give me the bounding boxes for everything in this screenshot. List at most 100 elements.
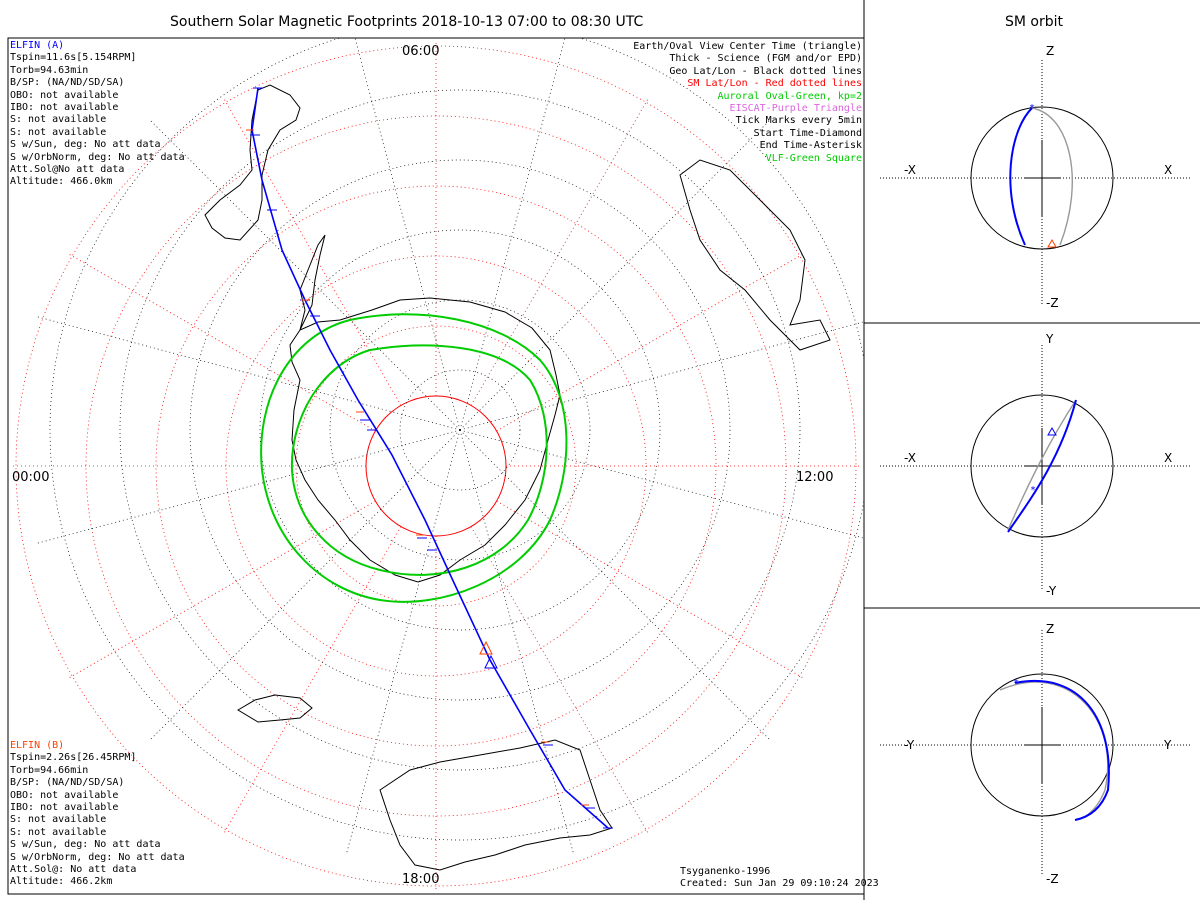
legend-entry: Geo Lat/Lon - Black dotted lines [669,65,862,77]
orbit-a-track [1009,107,1033,246]
orbit-b-track [999,681,1109,821]
elfin-b-info: ELFIN (B) Tspin=2.26s[26.45RPM] Torb=94.6… [10,740,185,889]
elfin-a-info-line: S: not available [10,126,107,138]
orbit3-h-pos: Y [1164,738,1172,752]
elfin-a-info-line: Torb=94.63min [10,64,89,76]
map-title: Southern Solar Magnetic Footprints 2018-… [170,14,644,30]
geo-lon-line [459,321,864,431]
clock-label-bottom: 18:00 [402,872,440,887]
legend-entry: EISCAT-Purple Triangle [729,103,862,115]
geo-lon-line [354,38,461,431]
geo-lat-circle [189,159,731,701]
elfin-b-info-line: Altitude: 466.2km [10,876,113,888]
legend-entry: Auroral Oval-Green, kp=2 [717,90,863,102]
elfin-b-info-line: Att.Sol@: No att data [10,864,137,876]
earth-circle [970,394,1114,538]
geo-lon-line [459,118,772,431]
orbit2-v-neg: -Y [1046,584,1057,598]
orbit-view-triangle [1047,426,1057,436]
elfin-a-view-center-triangle [484,654,498,669]
auroral-oval-outer [260,313,568,603]
auroral-oval-inner [290,344,548,576]
earth-circle [970,673,1114,817]
elfin-b-info-line: OBO: not available [10,789,119,801]
coastlines [204,84,831,871]
elfin-b-info-line: IBO: not available [10,802,119,814]
orbit1-h-neg: -X [904,163,916,177]
orbit2-v-pos: Y [1046,332,1054,346]
elfin-b-info-line: Tspin=2.26s[26.45RPM] [10,752,137,764]
sm-lat-circle [15,45,857,887]
elfin-b-tick-marks [246,129,589,806]
legend-entry: Thick - Science (FGM and/or EPD) [669,53,862,65]
legend-entry: VLF-Green Square [765,152,862,164]
sm-lon-line [223,526,402,835]
orbit3-h-neg: -Y [904,738,915,752]
orbit-panel-xy: * [880,345,1190,590]
elfin-a-tick-marks [250,87,613,829]
elfin-b-info-line: S w/Sun, deg: No att data [10,839,161,851]
antarctica-coast [289,297,561,583]
clock-label-right: 12:00 [796,470,834,485]
new-zealand [237,694,313,723]
orbit-a-end-marker: * [1030,485,1036,496]
geo-lon-line [148,429,461,742]
orbit2-h-neg: -X [904,451,916,465]
elfin-a-info-line: Att.Sol@No att data [10,164,125,176]
clock-label-left: 00:00 [12,470,50,485]
orbit-view-triangle [1047,238,1057,248]
elfin-a-name: ELFIN (A) [10,40,65,51]
elfin-b-info-line: S: not available [10,814,107,826]
earth-circle [970,106,1114,250]
orbit3-v-neg: -Z [1046,872,1059,886]
elfin-a-info-line: S w/OrbNorm, deg: No att data [10,151,185,163]
elfin-b-info-line: S w/OrbNorm, deg: No att data [10,851,185,863]
elfin-b-info-line: B/SP: (NA/ND/SD/SA) [10,777,125,789]
created-label: Created: Sun Jan 29 09:10:24 2023 [680,878,879,889]
africa-tip [679,159,831,351]
orbit-a-track [1014,680,1110,821]
sm-lon-line [67,253,376,432]
sm-grid [11,41,861,891]
orbit1-v-pos: Z [1046,44,1055,58]
model-label: Tsyganenko-1996 [680,866,771,877]
orbit2-h-pos: X [1164,451,1173,465]
elfin-b-info-line: Torb=94.66min [10,764,89,776]
elfin-b-name: ELFIN (B) [10,740,65,751]
elfin-a-info-line: Tspin=11.6s[5.154RPM] [10,52,137,64]
australia [379,739,613,871]
orbit-panel-yz: * [880,630,1190,875]
geo-lat-circle [259,229,661,631]
geo-lat-circle [399,369,521,491]
sm-lat-circle [85,115,787,817]
orbit-b-track [1031,107,1073,246]
geo-lon-line [34,315,461,431]
geo-lat-circle [119,89,801,771]
geo-lon-line [345,429,461,856]
sm-lat-circle [295,325,577,607]
orbit-a-start-marker: * [1029,103,1035,114]
orbit-a-start-marker: * [1013,678,1019,689]
sm-lon-line [496,500,805,679]
elfin-a-info-line: S: not available [10,114,107,126]
geo-lon-line [459,429,864,539]
sm-lon-line [496,253,805,432]
sm-lat-circle [365,395,507,537]
elfin-a-track [251,87,609,829]
orbit-b-track [1007,399,1077,531]
legend-entry: Tick Marks every 5min [735,115,862,127]
orbit-panel-xz: * [880,60,1190,305]
elfin-b-view-center-triangle [479,640,493,655]
orbit3-v-pos: Z [1046,622,1055,636]
sm-lon-line [470,526,649,835]
clock-label-top: 06:00 [402,44,440,59]
legend-entry: SM Lat/Lon - Red dotted lines [687,78,862,90]
orbit-a-track [1007,399,1077,533]
sm-lat-circle [155,185,717,747]
elfin-a-info: ELFIN (A) Tspin=11.6s[5.154RPM] Torb=94.6… [10,40,185,189]
sm-lon-line [67,500,376,679]
elfin-a-info-line: S w/Sun, deg: No att data [10,139,161,151]
geo-lon-line [459,429,772,742]
orbit1-h-pos: X [1164,163,1173,177]
